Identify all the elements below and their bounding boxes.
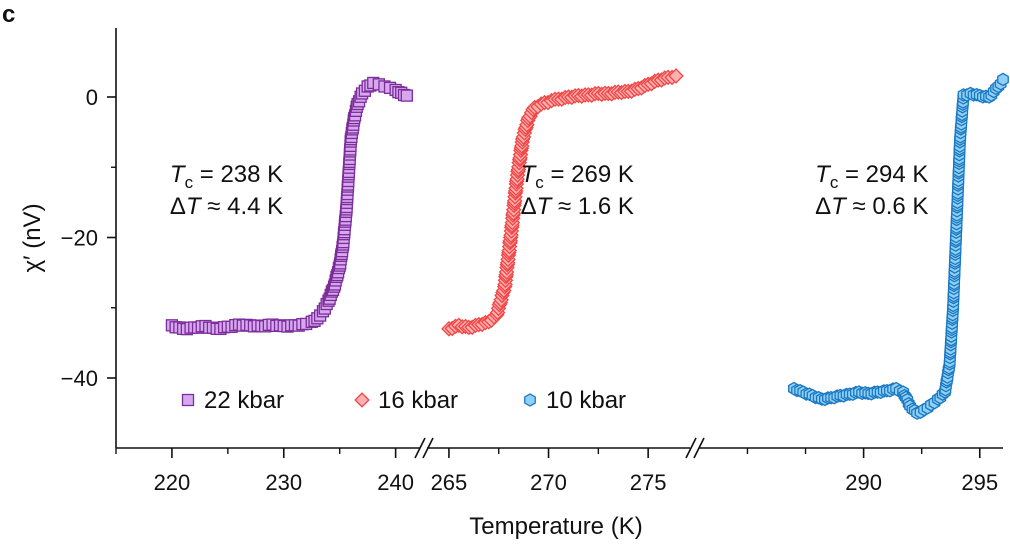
- delta-t-label: ΔT ≈ 0.6 K: [815, 193, 928, 220]
- annotations: Tc = 238 KΔT ≈ 4.4 K Tc = 269 KΔT ≈ 1.6 K…: [170, 161, 928, 220]
- axes: 0 −20 −40 220 230 240 265 270 275 290 295: [61, 28, 1003, 495]
- x-tick-label: 265: [431, 470, 468, 495]
- legend-marker: [354, 392, 370, 408]
- tc-label: Tc = 294 K: [815, 161, 928, 192]
- legend-entry: 22 kbar: [181, 387, 284, 414]
- legend-marker: [181, 393, 195, 407]
- legend-entry: 16 kbar: [354, 387, 458, 414]
- x-tick-label: 270: [530, 470, 567, 495]
- x-tick-label: 290: [845, 470, 882, 495]
- axis-break-mark: [414, 437, 426, 459]
- axis-break-mark: [422, 437, 434, 459]
- y-axis-label: χ′ (nV): [19, 203, 46, 272]
- tc-annotation: Tc = 238 KΔT ≈ 4.4 K: [170, 161, 283, 220]
- data-point: [668, 68, 684, 84]
- delta-t-label: ΔT ≈ 4.4 K: [170, 193, 283, 220]
- series-16-kbar: [441, 68, 684, 337]
- delta-t-label: ΔT ≈ 1.6 K: [521, 193, 634, 220]
- y-tick-label: 0: [86, 85, 98, 110]
- legend: 22 kbar 16 kbar 10 kbar: [181, 387, 626, 414]
- panel-label: c: [2, 1, 15, 28]
- data-point: [400, 89, 413, 102]
- tc-label: Tc = 238 K: [170, 161, 283, 192]
- x-tick-label: 275: [630, 470, 667, 495]
- data-series: [165, 68, 1009, 420]
- series-22-kbar: [165, 76, 413, 336]
- axis-break-mark: [693, 437, 705, 459]
- legend-entry: 10 kbar: [524, 387, 626, 414]
- x-tick-label: 220: [154, 470, 191, 495]
- y-tick-label: −40: [61, 366, 98, 391]
- tc-annotation: Tc = 269 KΔT ≈ 1.6 K: [521, 161, 634, 220]
- tc-annotation: Tc = 294 KΔT ≈ 0.6 K: [815, 161, 928, 220]
- legend-label: 22 kbar: [204, 387, 284, 414]
- series-10-kbar: [788, 72, 1009, 420]
- x-tick-label: 295: [961, 470, 998, 495]
- data-point: [997, 72, 1009, 87]
- legend-label: 16 kbar: [378, 387, 458, 414]
- axis-break-mark: [685, 437, 697, 459]
- x-axis-label: Temperature (K): [469, 513, 642, 540]
- y-tick-label: −20: [61, 226, 98, 251]
- legend-marker: [524, 393, 536, 407]
- x-tick-label: 240: [377, 470, 414, 495]
- x-tick-label: 230: [265, 470, 302, 495]
- tc-label: Tc = 269 K: [521, 161, 634, 192]
- legend-label: 10 kbar: [546, 387, 626, 414]
